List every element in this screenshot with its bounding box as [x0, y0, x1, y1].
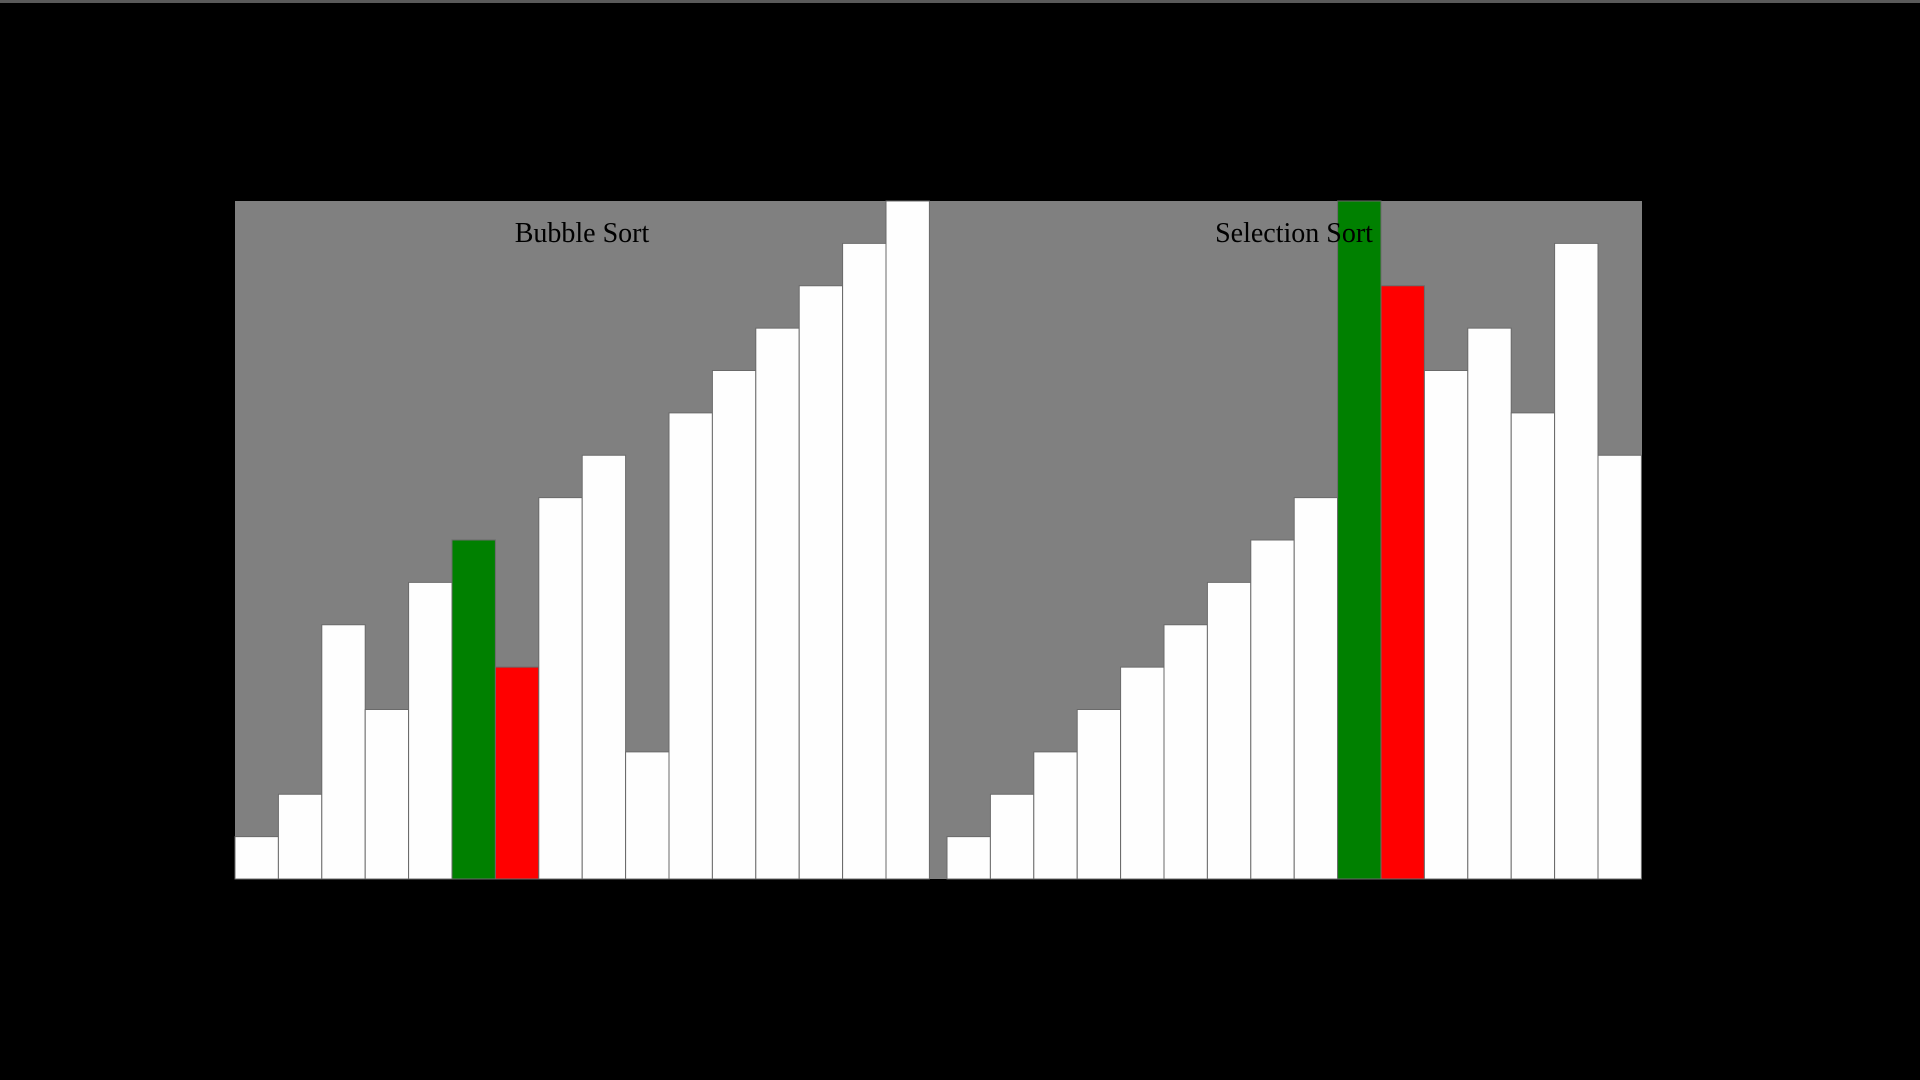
- selection-sort-bar-12: [1423, 370, 1469, 880]
- bubble-sort-panel: Bubble Sort: [234, 200, 947, 880]
- selection-sort-bar-2: [989, 793, 1035, 880]
- selection-sort-bar-16: [1597, 454, 1642, 880]
- selection-sort-bar-14: [1510, 412, 1556, 880]
- bubble-sort-bar-11: [668, 412, 713, 880]
- window-top-border: [0, 0, 1920, 3]
- bubble-sort-title: Bubble Sort: [515, 218, 650, 249]
- bubble-sort-bars: [234, 200, 930, 880]
- bubble-sort-bar-16: [885, 200, 930, 880]
- selection-sort-bar-4: [1076, 709, 1122, 880]
- selection-sort-bar-5: [1120, 666, 1165, 880]
- bubble-sort-bar-10: [625, 751, 670, 880]
- selection-sort-bar-1: [946, 836, 991, 880]
- selection-sort-title: Selection Sort: [1215, 218, 1373, 249]
- bubble-sort-bar-14: [798, 285, 844, 880]
- bubble-sort-bar-3: [321, 624, 366, 880]
- selection-sort-bars: [946, 200, 1642, 880]
- selection-sort-bar-7: [1206, 581, 1252, 880]
- bubble-sort-bar-12: [711, 370, 757, 880]
- selection-sort-bar-13: [1467, 327, 1512, 880]
- bubble-sort-bar-15: [842, 242, 887, 880]
- bubble-sort-bar-4: [364, 709, 410, 880]
- selection-sort-swap-bar-11: [1380, 285, 1425, 880]
- bubble-sort-bar-1: [234, 836, 279, 880]
- selection-sort-bar-6: [1163, 624, 1208, 880]
- bubble-sort-swap-bar-7: [494, 666, 540, 880]
- selection-sort-bar-3: [1033, 751, 1078, 880]
- selection-sort-panel: Selection Sort: [946, 200, 1642, 880]
- selection-sort-bar-9: [1293, 497, 1339, 880]
- selection-sort-bar-8: [1250, 539, 1295, 880]
- bubble-sort-bar-9: [581, 454, 627, 880]
- bubble-sort-bar-5: [408, 581, 453, 880]
- bubble-sort-compare-bar-6: [451, 539, 496, 880]
- bubble-sort-bar-13: [755, 327, 800, 880]
- bubble-sort-bar-2: [277, 793, 323, 880]
- bubble-sort-bar-8: [538, 497, 583, 880]
- selection-sort-compare-bar-10: [1337, 200, 1382, 880]
- selection-sort-bar-15: [1554, 242, 1599, 880]
